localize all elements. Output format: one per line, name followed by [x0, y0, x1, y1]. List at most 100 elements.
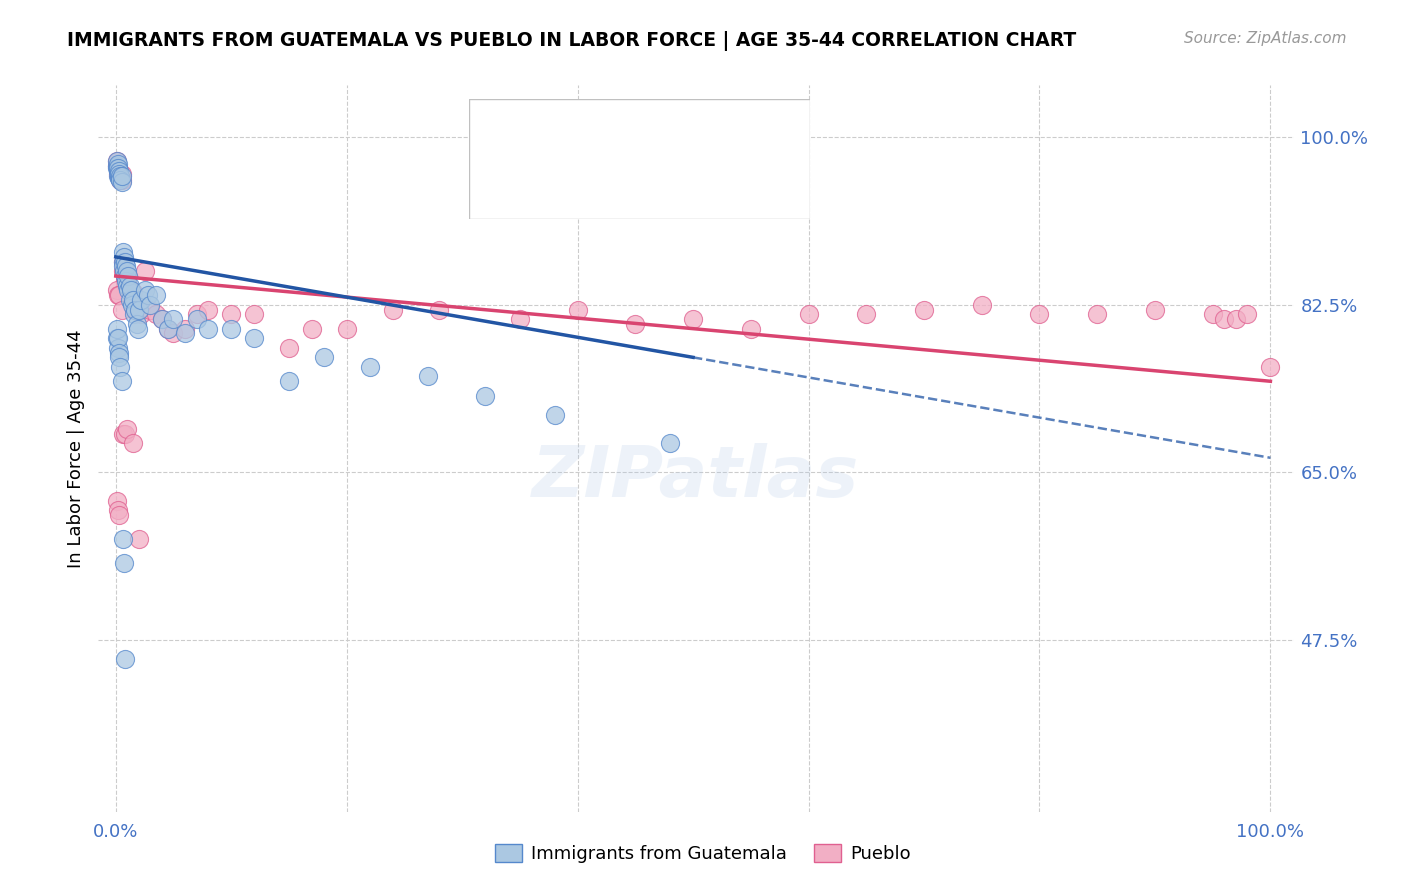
Point: [145, 288, 167, 302]
Point: [114, 651, 136, 665]
Point: [117, 268, 139, 283]
Point: [682, 312, 704, 326]
Point: [114, 268, 136, 283]
Point: [416, 369, 439, 384]
Text: IMMIGRANTS FROM GUATEMALA VS PUEBLO IN LABOR FORCE | AGE 35-44 CORRELATION CHART: IMMIGRANTS FROM GUATEMALA VS PUEBLO IN L…: [67, 31, 1077, 51]
Point: [970, 298, 993, 312]
Text: Source: ZipAtlas.com: Source: ZipAtlas.com: [1184, 31, 1347, 46]
Legend: Immigrants from Guatemala, Pueblo: Immigrants from Guatemala, Pueblo: [486, 835, 920, 872]
Point: [112, 264, 135, 278]
Point: [105, 159, 128, 173]
Point: [112, 250, 135, 264]
Point: [381, 302, 404, 317]
Point: [127, 321, 149, 335]
Point: [129, 307, 152, 321]
Point: [105, 284, 128, 298]
Point: [117, 276, 139, 290]
Point: [107, 161, 129, 175]
Point: [117, 264, 139, 278]
Point: [134, 264, 156, 278]
Point: [105, 321, 128, 335]
Point: [118, 278, 141, 293]
Point: [659, 436, 682, 450]
Point: [219, 321, 242, 335]
Point: [197, 302, 219, 317]
Point: [567, 302, 589, 317]
Point: [110, 359, 132, 374]
Point: [797, 307, 820, 321]
Point: [427, 302, 450, 317]
Point: [115, 278, 138, 293]
Point: [122, 302, 145, 317]
Point: [122, 293, 145, 307]
Point: [186, 312, 208, 326]
Point: [156, 321, 179, 335]
Point: [1260, 359, 1282, 374]
Point: [174, 321, 197, 335]
Point: [162, 326, 184, 341]
Point: [474, 389, 496, 403]
Point: [1085, 307, 1108, 321]
Point: [120, 284, 142, 298]
Point: [128, 302, 150, 317]
Point: [105, 331, 128, 345]
Point: [108, 508, 131, 523]
Point: [145, 307, 167, 321]
Point: [105, 154, 128, 169]
Point: [112, 556, 135, 570]
Point: [114, 268, 136, 283]
Point: [114, 274, 136, 288]
Point: [108, 169, 131, 183]
Point: [150, 312, 173, 326]
Point: [134, 284, 156, 298]
Point: [110, 302, 132, 317]
Point: [111, 254, 134, 268]
Point: [107, 161, 129, 175]
Point: [107, 341, 129, 355]
Point: [107, 157, 129, 171]
Point: [105, 154, 128, 169]
Point: [1028, 307, 1050, 321]
Point: [740, 321, 762, 335]
Point: [117, 422, 139, 436]
Point: [111, 426, 134, 441]
Point: [139, 302, 162, 317]
Point: [125, 317, 148, 331]
Point: [117, 278, 139, 293]
Point: [110, 170, 132, 185]
Point: [1202, 307, 1225, 321]
Point: [156, 321, 179, 335]
Point: [108, 288, 131, 302]
Point: [110, 173, 132, 187]
Point: [139, 298, 162, 312]
Point: [117, 268, 139, 283]
Point: [110, 374, 132, 388]
Point: [107, 331, 129, 345]
Point: [912, 302, 935, 317]
Point: [122, 307, 145, 321]
Point: [301, 321, 323, 335]
Point: [312, 351, 335, 365]
Point: [111, 532, 134, 546]
Point: [125, 302, 148, 317]
Point: [624, 317, 647, 331]
Point: [128, 304, 150, 318]
Point: [107, 169, 129, 183]
Point: [162, 312, 184, 326]
Point: [110, 167, 132, 181]
Point: [1143, 302, 1166, 317]
Point: [121, 298, 143, 312]
Point: [110, 173, 132, 187]
Point: [111, 260, 134, 274]
Point: [111, 264, 134, 278]
Point: [122, 436, 145, 450]
Point: [107, 164, 129, 178]
Point: [114, 254, 136, 268]
Point: [118, 288, 141, 302]
Point: [110, 169, 132, 183]
Point: [174, 326, 197, 341]
Point: [129, 293, 152, 307]
Point: [105, 493, 128, 508]
Point: [122, 285, 145, 300]
Point: [1236, 307, 1258, 321]
